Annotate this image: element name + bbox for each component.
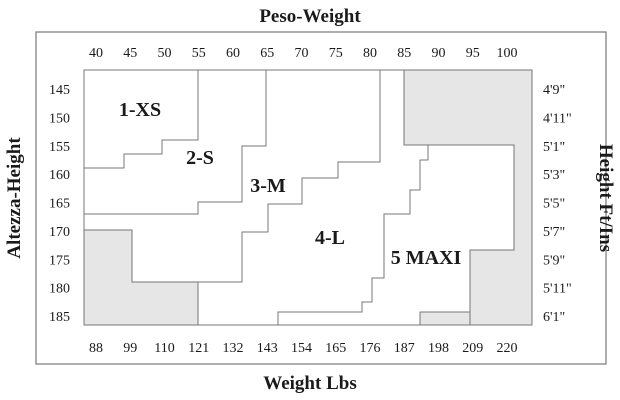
tick-height-ft: 6'1"	[543, 310, 565, 325]
tick-weight-kg: 60	[226, 46, 240, 61]
tick-weight-kg: 85	[397, 46, 411, 61]
bottom-axis-title: Weight Lbs	[263, 373, 356, 394]
tick-height-cm: 180	[49, 282, 70, 297]
tick-height-cm: 170	[49, 225, 70, 240]
excluded-region-bottom-right	[419, 311, 471, 326]
tick-weight-kg: 55	[192, 46, 206, 61]
boundary-xs	[84, 70, 199, 169]
top-axis-title: Peso-Weight	[259, 6, 361, 27]
size-label-s: 2-S	[186, 147, 214, 169]
tick-weight-kg: 70	[295, 46, 309, 61]
tick-height-cm: 145	[49, 83, 70, 98]
tick-weight-kg: 90	[432, 46, 446, 61]
tick-weight-lbs: 110	[154, 341, 174, 356]
tick-weight-kg: 80	[363, 46, 377, 61]
tick-height-ft: 5'1"	[543, 140, 565, 155]
tick-height-cm: 165	[49, 197, 70, 212]
tick-weight-kg: 95	[466, 46, 480, 61]
size-label-xs: 1-XS	[119, 99, 161, 121]
tick-weight-kg: 100	[497, 46, 518, 61]
tick-height-ft: 5'11"	[543, 282, 572, 297]
tick-weight-lbs: 187	[394, 341, 415, 356]
tick-weight-kg: 75	[329, 46, 343, 61]
tick-weight-lbs: 143	[257, 341, 278, 356]
tick-height-ft: 5'3"	[543, 168, 565, 183]
left-axis-title: Altezza-Height	[4, 137, 25, 259]
tick-weight-lbs: 88	[89, 341, 103, 356]
size-label-m: 3-M	[250, 175, 286, 197]
tick-height-ft: 4'11"	[543, 111, 572, 126]
tick-weight-lbs: 154	[291, 341, 312, 356]
tick-weight-lbs: 176	[360, 341, 381, 356]
tick-height-cm: 185	[49, 310, 70, 325]
tick-height-cm: 155	[49, 140, 70, 155]
tick-height-cm: 150	[49, 111, 70, 126]
tick-height-cm: 175	[49, 253, 70, 268]
tick-weight-kg: 65	[260, 46, 274, 61]
tick-weight-lbs: 198	[428, 341, 449, 356]
boundary-m	[132, 70, 381, 283]
tick-height-ft: 5'9"	[543, 253, 565, 268]
tick-height-ft: 5'7"	[543, 225, 565, 240]
tick-weight-kg: 50	[158, 46, 172, 61]
size-label-l: 4-L	[315, 227, 345, 249]
boundary-l	[277, 145, 429, 325]
tick-weight-lbs: 121	[188, 341, 209, 356]
tick-weight-lbs: 220	[497, 341, 518, 356]
tick-height-cm: 160	[49, 168, 70, 183]
tick-weight-kg: 45	[123, 46, 137, 61]
tick-weight-kg: 40	[89, 46, 103, 61]
excluded-region-top-right	[403, 69, 533, 326]
tick-weight-lbs: 99	[123, 341, 137, 356]
tick-weight-lbs: 209	[462, 341, 483, 356]
tick-height-ft: 4'9"	[543, 83, 565, 98]
boundary-s	[84, 70, 267, 215]
tick-weight-lbs: 132	[223, 341, 244, 356]
right-axis-title: Height Ft/Ins	[595, 144, 616, 252]
size-label-maxi: 5 MAXI	[391, 247, 462, 269]
tick-height-ft: 5'5"	[543, 197, 565, 212]
tick-weight-lbs: 165	[325, 341, 346, 356]
